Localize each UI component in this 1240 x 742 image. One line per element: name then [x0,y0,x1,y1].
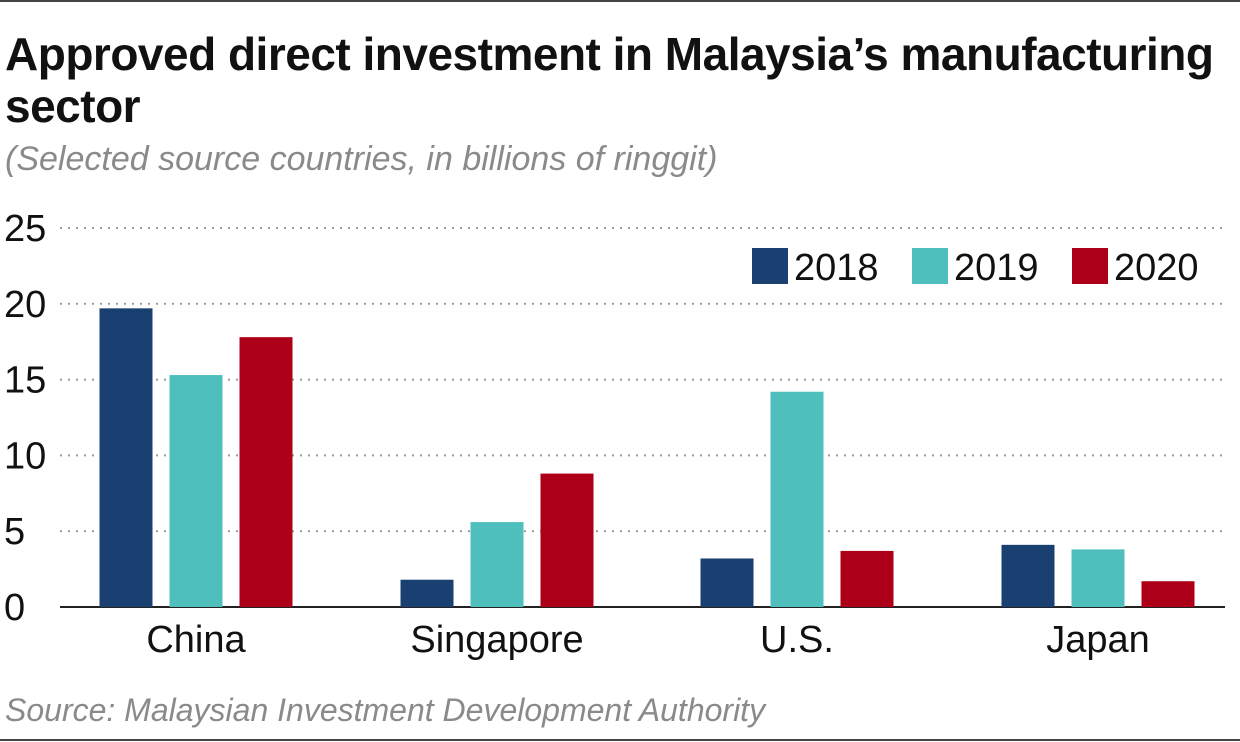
legend-swatch [1072,248,1108,284]
bar [1001,544,1055,607]
bar [540,473,594,607]
bar [770,391,824,607]
legend-label: 2020 [1114,247,1199,289]
y-tick-label: 0 [4,587,25,629]
bar [840,550,894,607]
bottom-rule [0,739,1240,741]
bar [470,522,524,607]
y-tick-label: 5 [4,511,25,553]
chart-subtitle: (Selected source countries, in billions … [5,140,718,178]
x-category-label: U.S. [760,619,834,661]
chart-title: Approved direct investment in Malaysia’s… [5,28,1214,132]
bar [1071,549,1125,607]
bar [99,308,153,607]
x-category-label: Singapore [410,619,583,661]
y-tick-label: 20 [4,284,46,326]
y-tick-label: 10 [4,435,46,477]
bar [239,337,293,607]
y-tick-label: 15 [4,360,46,402]
x-category-label: China [146,619,246,661]
top-rule [0,0,1240,2]
source-note: Source: Malaysian Investment Development… [5,692,766,728]
y-tick-label: 25 [4,208,46,250]
bar [400,579,454,607]
legend-swatch [752,248,788,284]
bar [700,558,754,607]
legend-label: 2019 [954,247,1039,289]
x-category-label: Japan [1046,619,1150,661]
legend-swatch [912,248,948,284]
bar [169,375,223,607]
bar [1141,581,1195,607]
legend-label: 2018 [794,247,879,289]
